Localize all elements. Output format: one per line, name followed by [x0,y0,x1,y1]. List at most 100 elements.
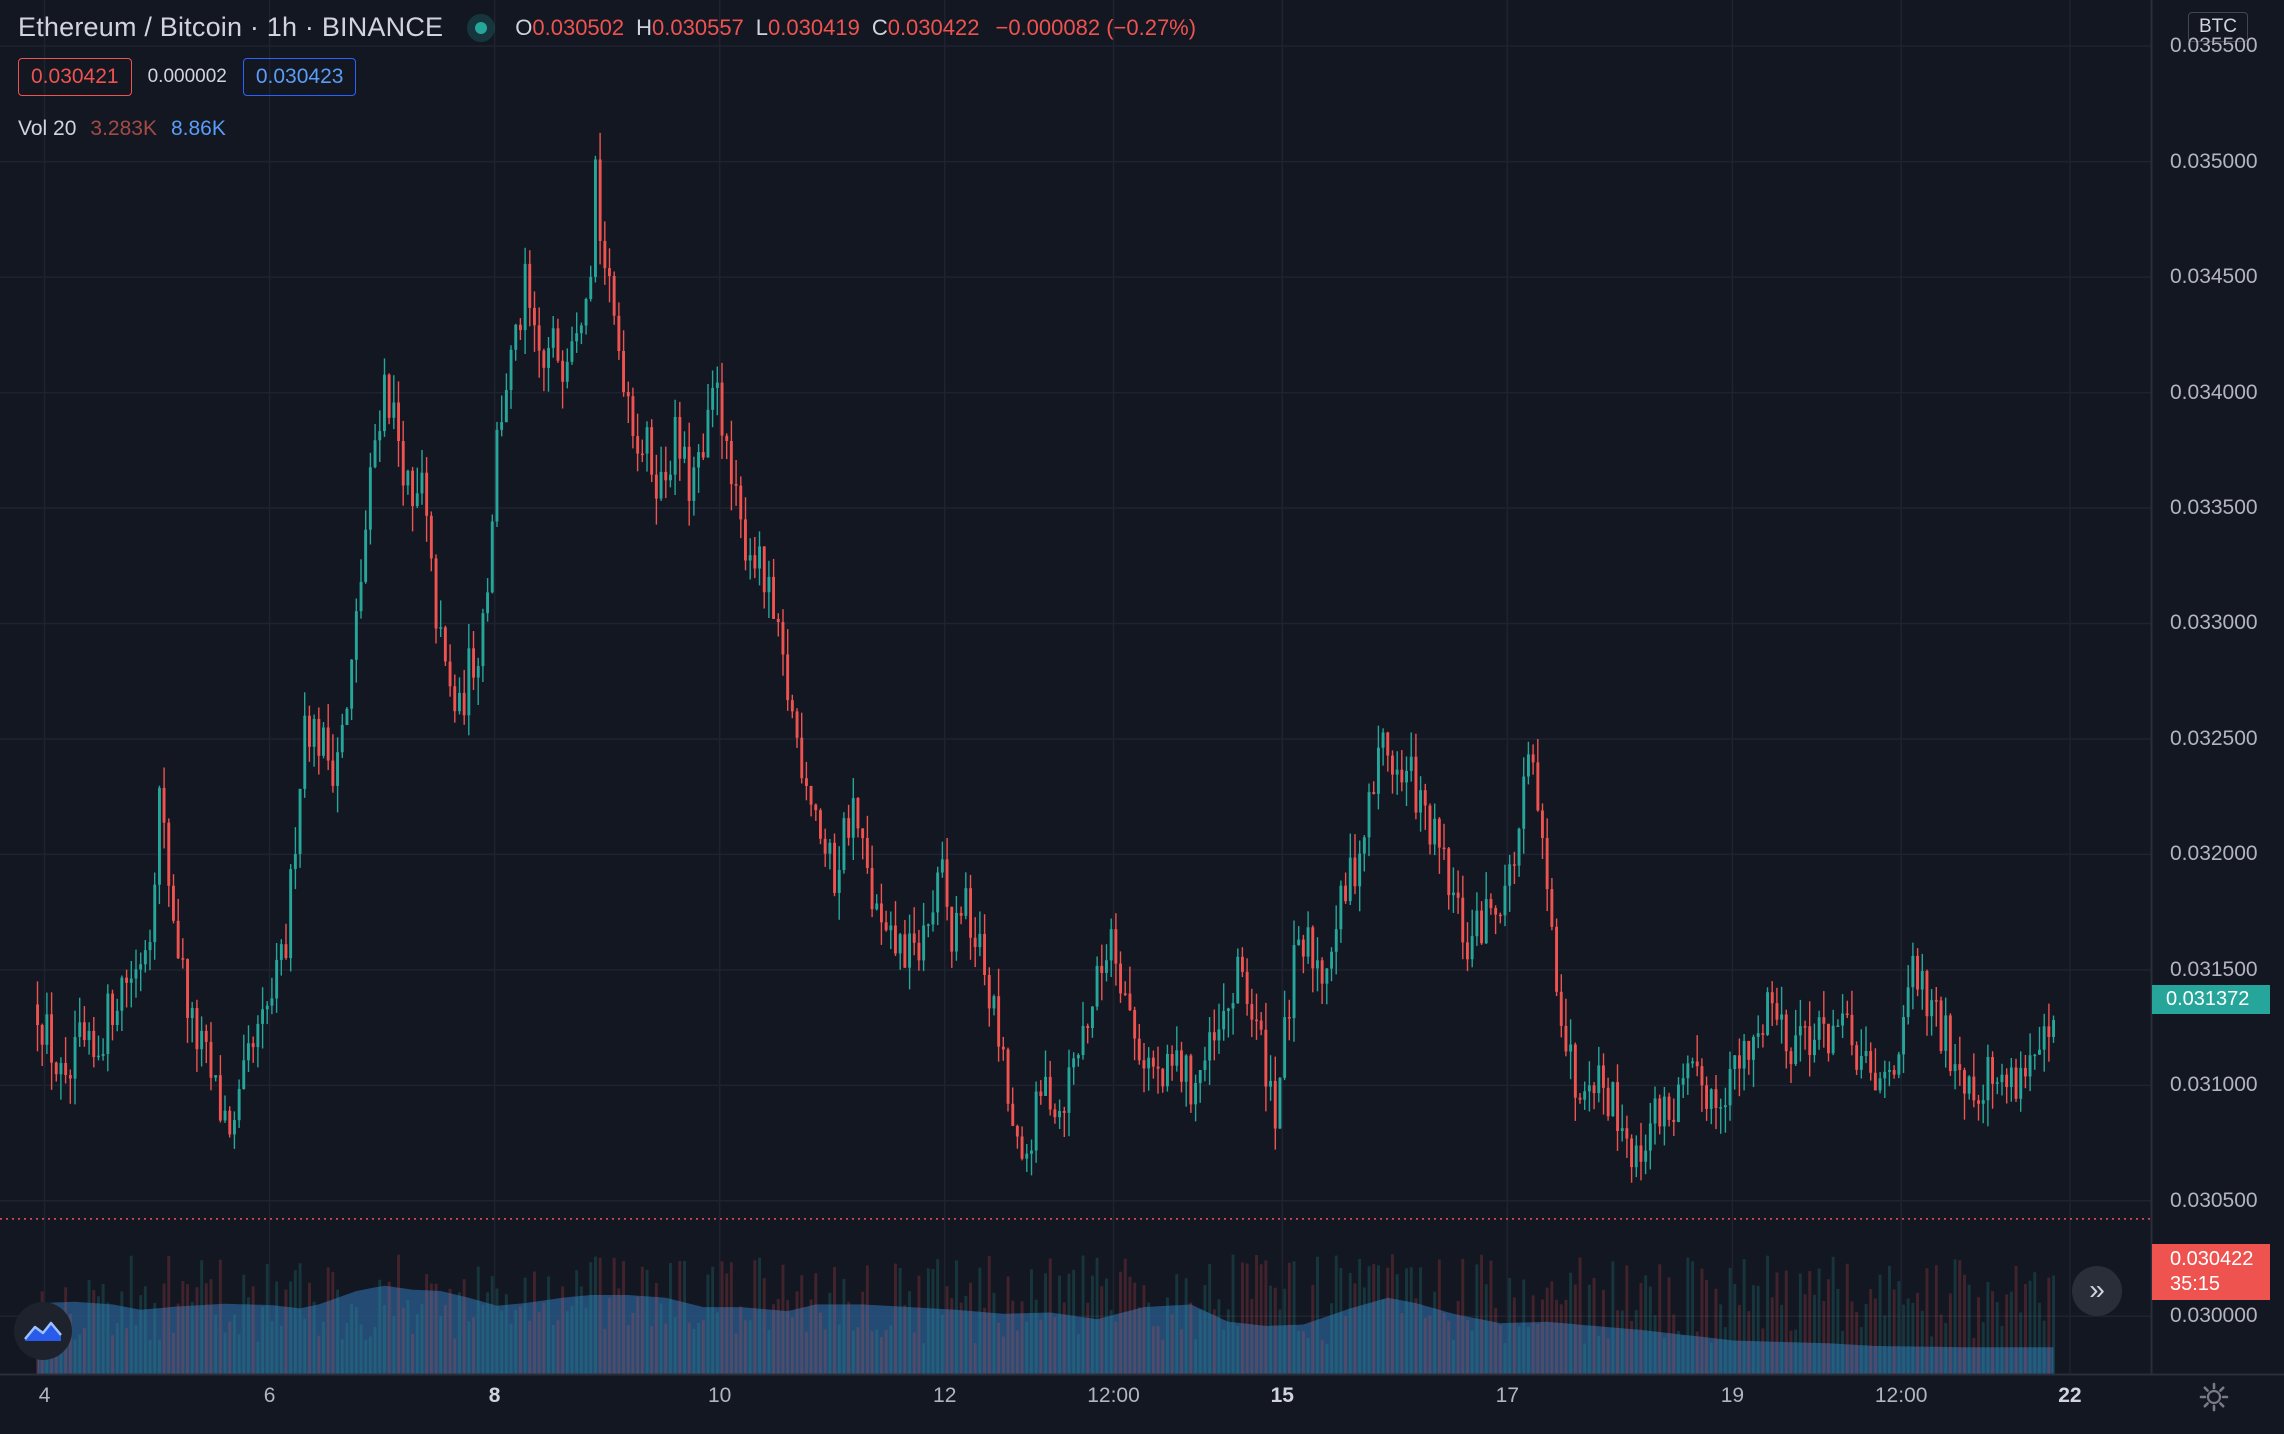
settings-gear-icon[interactable] [2199,1382,2229,1412]
candle-body [204,1030,208,1042]
candle-body [486,592,489,614]
candle-body [143,950,147,965]
volume-bar [692,1329,696,1374]
candle-body [1522,776,1526,829]
candle-body [936,872,940,913]
volume-bar [1372,1264,1376,1374]
ask-button[interactable]: 0.030423 [242,58,357,96]
currency-button[interactable]: BTC [2188,12,2248,42]
volume-bar [97,1296,100,1374]
volume-bar [1634,1310,1638,1374]
bid-button[interactable]: 0.030421 [18,58,132,96]
candle-body [261,1009,264,1024]
candle-body [1977,1100,1980,1104]
candle-body [1053,1109,1057,1118]
candle-body [1948,1015,1952,1072]
volume-bar [1817,1268,1821,1374]
volume-bar [894,1263,897,1374]
volume-bar [2042,1320,2046,1374]
candle-body [1587,1085,1591,1092]
volume-bar [1269,1285,1272,1374]
candle-body [429,515,433,559]
symbol-legend[interactable]: Ethereum / Bitcoin · 1h · BINANCE O0.030… [18,12,1196,43]
volume-bar [415,1314,419,1374]
candle-body [1400,769,1404,783]
volume-bar [153,1303,157,1374]
candle-body [368,467,372,530]
volume-bar [528,1320,532,1374]
candle-body [186,959,189,1018]
candle-body [397,402,400,441]
candle-body [172,885,175,921]
candle-body [1864,1051,1868,1057]
volume-bar [261,1306,264,1374]
volume-bar [1963,1274,1966,1374]
candle-body [1011,1103,1015,1126]
candle-body [242,1060,246,1089]
candle-body [101,1054,105,1056]
price-tick-label: 0.033000 [2170,611,2258,635]
candle-body [125,977,128,983]
low-label: L [755,14,769,40]
candle-body [889,925,893,931]
volume-bar [795,1291,799,1374]
volume-bar [1920,1310,1924,1374]
volume-bar [1316,1256,1319,1374]
candle-body [903,934,907,968]
candle-body [1991,1057,1994,1084]
candle-body [1330,951,1333,969]
volume-bar [186,1284,189,1374]
candle-body [1756,1033,1760,1037]
candle-body [884,922,888,931]
candle-body [1892,1070,1896,1075]
volume-bar [1405,1268,1408,1374]
time-tick-label: 19 [1720,1384,1745,1407]
volume-bar [715,1312,719,1374]
chart-logo[interactable] [14,1302,72,1360]
candle-body [706,409,710,458]
candle-body [45,1014,49,1045]
price-tick-label: 0.035500 [2170,34,2258,58]
candle-body [1128,993,1132,1011]
volume-legend[interactable]: Vol 20 3.283K 8.86K [18,117,226,141]
volume-bar [129,1255,133,1374]
volume-bar [1888,1265,1891,1374]
volume-bar [181,1281,185,1374]
candle-body [1058,1111,1061,1118]
open-value: 0.030502 [532,14,625,40]
volume-bar [2000,1325,2004,1374]
volume-bar [697,1322,700,1374]
volume-bar [1400,1313,1404,1374]
volume-bar [308,1282,311,1374]
candle-body [1419,790,1422,813]
candle-body [425,472,429,516]
candle-body [1550,889,1554,927]
volume-bar [1287,1262,1291,1374]
candle-body [383,374,386,432]
candle-body [1142,1060,1146,1069]
volume-bar [2028,1280,2032,1374]
volume-bar [78,1334,82,1374]
volume-bar [448,1288,452,1374]
candle-body [1259,1020,1263,1030]
volume-bar [654,1283,658,1374]
volume-bar [1334,1255,1338,1374]
scroll-to-realtime-button[interactable]: » [2072,1266,2122,1316]
candle-body [1147,1057,1151,1069]
volume-bar [889,1325,893,1374]
volume-bar [1527,1326,1530,1374]
volume-bar [336,1289,339,1374]
candle-body [1114,929,1118,964]
volume-bar [669,1263,672,1374]
candle-body [354,611,358,660]
symbol-title[interactable]: Ethereum / Bitcoin · 1h · BINANCE [18,12,444,42]
candle-body [2019,1067,2023,1099]
candle-body [1151,1057,1155,1067]
volume-bar [1531,1295,1535,1374]
candle-body [1156,1066,1160,1069]
candle-body [1226,1008,1230,1011]
volume-bar [1100,1286,1104,1374]
candle-body [1967,1076,1971,1094]
candle-body [1414,756,1418,813]
